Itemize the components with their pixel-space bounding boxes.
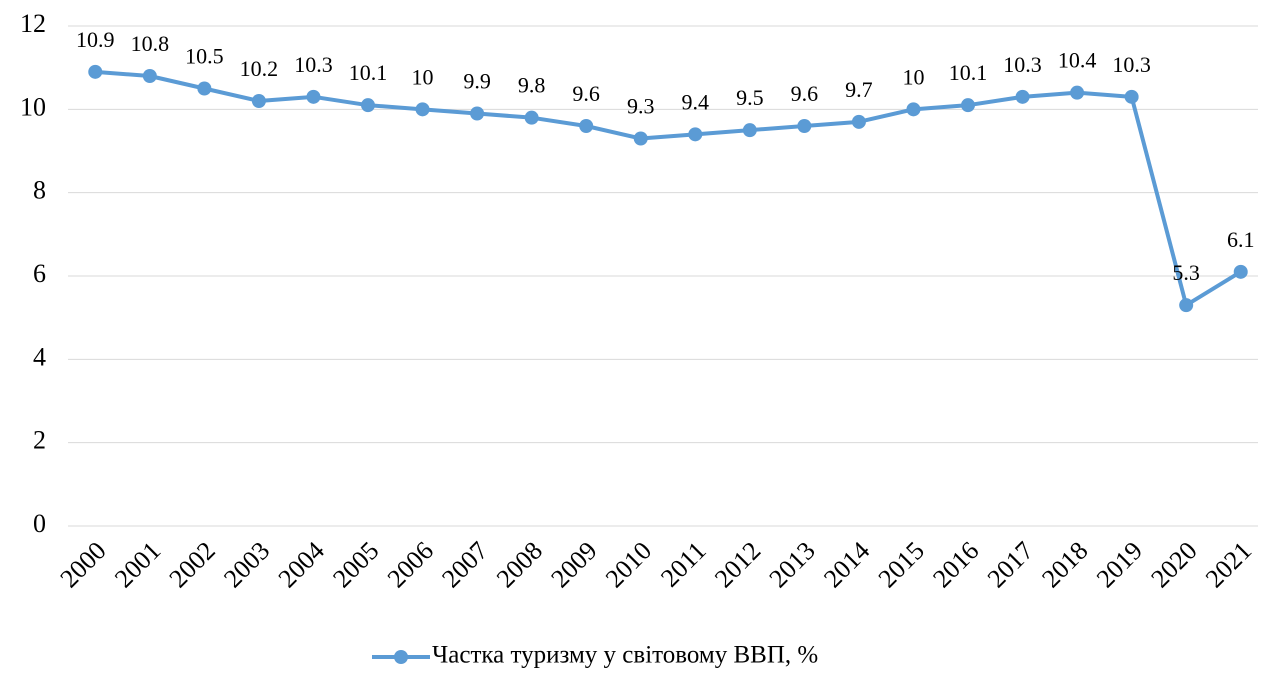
data-label: 10: [412, 64, 434, 89]
data-label: 10.5: [185, 44, 224, 69]
x-tick-label: 2003: [218, 536, 275, 593]
data-point: [1124, 89, 1139, 104]
data-point: [251, 94, 266, 108]
data-point: [361, 98, 375, 113]
x-tick-label: 2016: [927, 536, 984, 593]
data-point: [742, 123, 757, 138]
data-label: 10.3: [1003, 52, 1042, 77]
data-label: 10.4: [1058, 48, 1097, 73]
x-tick-label: 2019: [1091, 536, 1148, 593]
data-label: 10.1: [949, 60, 988, 85]
data-point: [306, 89, 321, 104]
data-point: [906, 102, 921, 117]
x-tick-label: 2007: [436, 536, 493, 593]
data-point: [88, 64, 103, 79]
data-label: 10.9: [76, 27, 115, 52]
data-label: 5.3: [1172, 260, 1200, 285]
data-point: [470, 106, 485, 121]
y-tick-label: 12: [20, 9, 46, 38]
data-label: 10.3: [294, 52, 333, 77]
x-tick-label: 2021: [1200, 536, 1257, 593]
x-tick-label: 2020: [1145, 536, 1202, 593]
data-label: 9.6: [572, 81, 600, 106]
series-line: [95, 69, 1242, 308]
data-point: [633, 131, 648, 146]
data-label: 9.9: [463, 69, 491, 94]
y-tick-label: 8: [33, 176, 46, 205]
x-tick-label: 2013: [764, 536, 821, 593]
x-tick-label: 2015: [873, 536, 930, 593]
x-tick-label: 2001: [109, 536, 166, 593]
x-tick-label: 2011: [655, 536, 712, 593]
legend-marker: [394, 650, 408, 664]
data-label: 6.1: [1227, 227, 1255, 252]
x-tick-label: 2008: [491, 536, 548, 593]
data-point: [142, 69, 157, 83]
data-point: [1233, 264, 1248, 279]
data-point: [1070, 85, 1085, 100]
y-tick-label: 4: [33, 342, 46, 371]
data-label: 10.8: [131, 31, 170, 56]
x-tick-label: 2000: [54, 536, 111, 593]
x-tick-label: 2009: [545, 536, 602, 593]
data-point: [579, 119, 594, 133]
x-tick-label: 2006: [382, 536, 439, 593]
data-label: 9.6: [791, 81, 819, 106]
data-point: [797, 119, 812, 133]
data-label: 10: [902, 64, 924, 89]
data-point: [1179, 298, 1194, 313]
x-tick-label: 2010: [600, 536, 657, 593]
x-tick-label: 2017: [982, 536, 1039, 593]
data-label: 9.7: [845, 77, 873, 102]
data-label: 9.5: [736, 85, 764, 110]
x-tick-label: 2004: [273, 536, 330, 593]
data-point: [415, 102, 430, 117]
data-point: [524, 110, 539, 125]
data-label: 10.1: [349, 60, 388, 85]
y-tick-label: 6: [33, 259, 46, 288]
legend: Частка туризму у світовому ВВП, %: [372, 642, 818, 669]
y-tick-label: 10: [20, 92, 46, 121]
x-tick-label: 2014: [818, 536, 875, 593]
data-label: 9.3: [627, 94, 655, 119]
data-point: [1015, 89, 1030, 104]
x-tick-label: 2002: [164, 536, 221, 593]
data-point: [961, 98, 975, 113]
data-point: [688, 127, 703, 142]
legend-label: Частка туризму у світовому ВВП, %: [432, 642, 818, 669]
data-label: 10.3: [1112, 52, 1151, 77]
x-tick-label: 2018: [1036, 536, 1093, 593]
y-tick-label: 2: [33, 426, 46, 455]
data-label: 9.8: [518, 73, 546, 98]
data-label: 10.2: [240, 56, 279, 81]
data-label: 9.4: [682, 89, 710, 114]
x-tick-label: 2012: [709, 536, 766, 593]
data-point: [851, 114, 866, 129]
data-point: [197, 81, 212, 96]
x-tick-label: 2005: [327, 536, 384, 593]
y-tick-label: 0: [33, 509, 46, 538]
